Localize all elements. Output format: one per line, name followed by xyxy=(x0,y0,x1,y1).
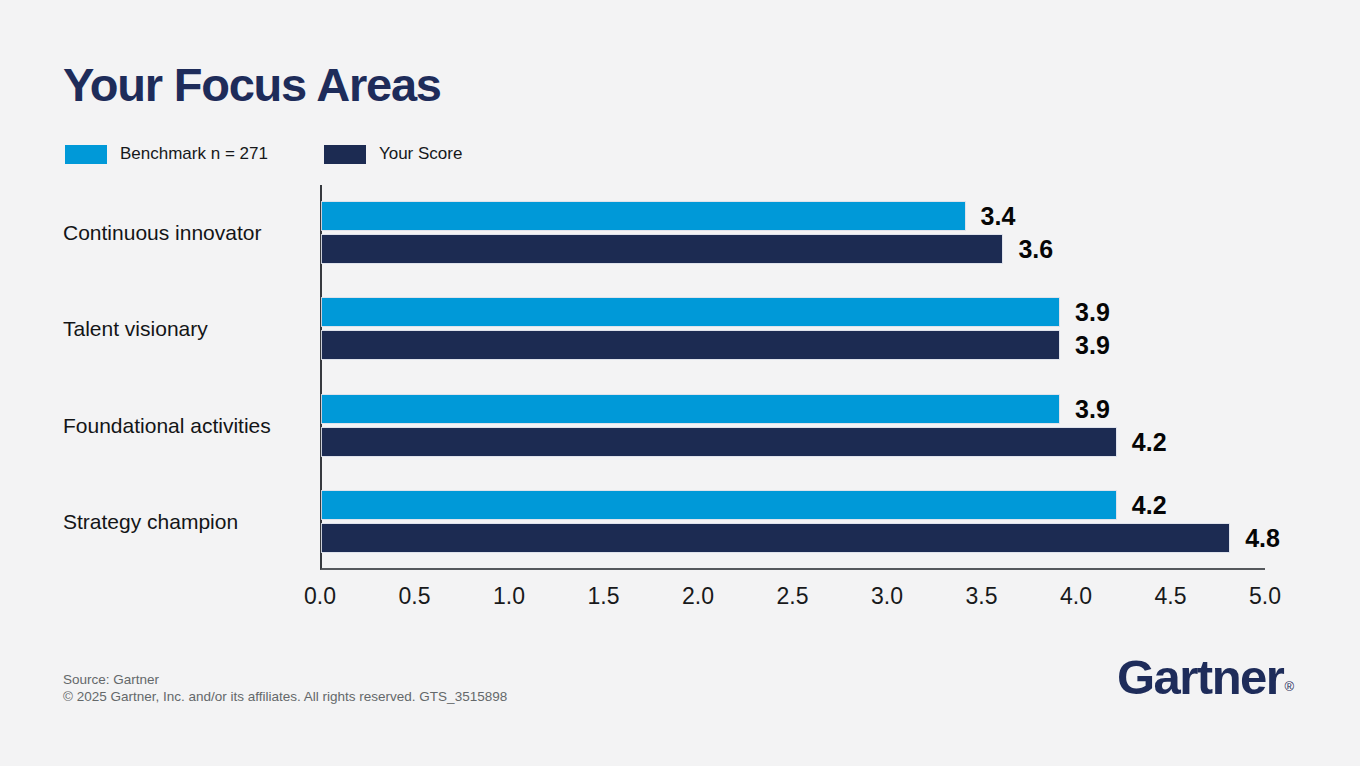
legend-swatch xyxy=(65,145,107,164)
bar-your-score xyxy=(322,235,1002,263)
registered-trademark-icon: ® xyxy=(1284,679,1294,694)
value-label: 3.4 xyxy=(981,202,1016,231)
value-label: 3.9 xyxy=(1075,298,1110,327)
bar-benchmark xyxy=(322,202,965,230)
category-label: Talent visionary xyxy=(63,317,208,341)
x-tick-label: 0.5 xyxy=(399,583,431,610)
page-title: Your Focus Areas xyxy=(63,57,441,112)
legend-item: Benchmark n = 271 xyxy=(65,144,268,164)
bar-benchmark xyxy=(322,491,1116,519)
x-tick-label: 2.0 xyxy=(682,583,714,610)
x-tick-label: 1.5 xyxy=(588,583,620,610)
value-label: 4.2 xyxy=(1132,490,1167,519)
legend-item: Your Score xyxy=(324,144,462,164)
x-tick-label: 5.0 xyxy=(1249,583,1281,610)
category-label: Strategy champion xyxy=(63,510,238,534)
source-text: Source: Gartner xyxy=(63,671,507,688)
x-tick-label: 4.5 xyxy=(1155,583,1187,610)
x-tick-label: 3.0 xyxy=(871,583,903,610)
bar-chart-plot-area: 3.43.63.93.93.94.24.24.8 xyxy=(320,185,1265,570)
bar-benchmark xyxy=(322,298,1059,326)
bar-benchmark xyxy=(322,395,1059,423)
category-label: Continuous innovator xyxy=(63,221,261,245)
bar-your-score xyxy=(322,331,1059,359)
x-tick-label: 4.0 xyxy=(1060,583,1092,610)
value-label: 4.8 xyxy=(1245,523,1280,552)
page: Your Focus Areas Benchmark n = 271 Your S… xyxy=(0,0,1360,766)
x-tick-label: 0.0 xyxy=(304,583,336,610)
footer: Source: Gartner © 2025 Gartner, Inc. and… xyxy=(63,671,507,705)
bar-your-score xyxy=(322,524,1229,552)
legend-swatch xyxy=(324,145,366,164)
value-label: 3.9 xyxy=(1075,394,1110,423)
copyright-text: © 2025 Gartner, Inc. and/or its affiliat… xyxy=(63,688,507,705)
x-tick-label: 1.0 xyxy=(493,583,525,610)
category-label: Foundational activities xyxy=(63,414,271,438)
gartner-logo-text: Gartner xyxy=(1117,650,1284,704)
x-axis-tick-labels: 0.00.51.01.52.02.53.03.54.04.55.0 xyxy=(320,583,1265,613)
value-label: 4.2 xyxy=(1132,427,1167,456)
x-tick-label: 3.5 xyxy=(966,583,998,610)
gartner-logo: Gartner® xyxy=(1117,649,1294,705)
x-tick-label: 2.5 xyxy=(777,583,809,610)
value-label: 3.9 xyxy=(1075,331,1110,360)
legend-label: Your Score xyxy=(379,144,462,164)
legend-label: Benchmark n = 271 xyxy=(120,144,268,164)
legend: Benchmark n = 271 Your Score xyxy=(65,144,462,164)
category-axis-labels: Continuous innovator Talent visionary Foun… xyxy=(63,185,313,570)
value-label: 3.6 xyxy=(1018,235,1053,264)
bar-your-score xyxy=(322,428,1116,456)
